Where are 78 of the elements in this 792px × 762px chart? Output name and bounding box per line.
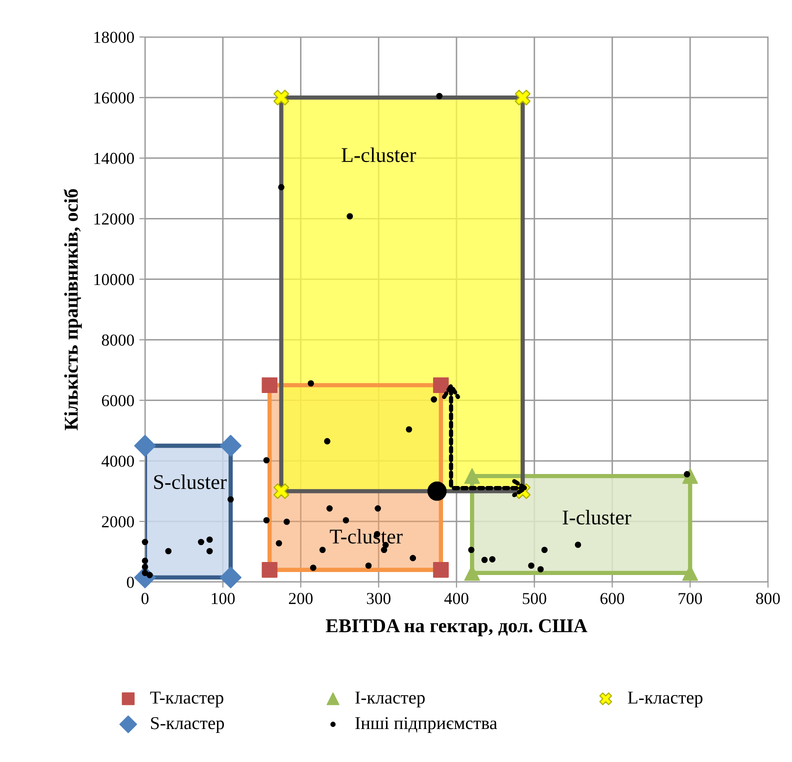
point bbox=[374, 505, 381, 512]
y-tick-label: 16000 bbox=[94, 92, 134, 104]
legend-label: S-кластер bbox=[151, 717, 224, 733]
point bbox=[206, 548, 213, 554]
point bbox=[346, 213, 353, 220]
point bbox=[365, 562, 372, 569]
point bbox=[324, 438, 330, 444]
point bbox=[380, 546, 388, 554]
y-tick-label: 10000 bbox=[94, 274, 134, 286]
point bbox=[284, 518, 290, 525]
y-axis-title: Кількість працівників, осіб bbox=[64, 189, 82, 430]
point bbox=[489, 556, 496, 562]
y-tick-label: 0 bbox=[126, 576, 134, 588]
point bbox=[464, 468, 480, 484]
x-tick-label: 300 bbox=[366, 592, 390, 604]
point bbox=[278, 184, 284, 190]
point bbox=[514, 90, 531, 106]
point bbox=[276, 540, 282, 546]
x-tick-label: 400 bbox=[444, 592, 468, 604]
y-tick-label: 6000 bbox=[102, 395, 134, 406]
point bbox=[262, 377, 278, 394]
point bbox=[142, 558, 148, 564]
x-axis-title: EBITDA на гектар, дол. США bbox=[326, 619, 588, 636]
point bbox=[537, 566, 544, 572]
point bbox=[206, 536, 213, 543]
annotation: S-cluster bbox=[154, 474, 227, 490]
legend-label: T-кластер bbox=[150, 692, 224, 708]
point bbox=[326, 505, 333, 512]
legend-label: Інші підприємства bbox=[355, 717, 498, 733]
point bbox=[481, 556, 488, 564]
point bbox=[310, 564, 316, 571]
point bbox=[433, 562, 449, 578]
y-tick-label: 18000 bbox=[94, 32, 134, 43]
point bbox=[198, 538, 204, 546]
point bbox=[433, 377, 449, 394]
point bbox=[134, 434, 156, 457]
point bbox=[220, 434, 242, 457]
x-tick-label: 800 bbox=[756, 592, 780, 604]
legend-label: L-кластер bbox=[628, 692, 702, 708]
point bbox=[541, 546, 548, 554]
point bbox=[427, 482, 447, 501]
point bbox=[228, 496, 234, 502]
point bbox=[142, 538, 148, 546]
point bbox=[262, 562, 278, 578]
y-tick-label: 8000 bbox=[102, 334, 134, 346]
point bbox=[146, 572, 153, 578]
x-tick-label: 200 bbox=[288, 592, 313, 604]
annotation: I-cluster bbox=[562, 510, 632, 525]
point bbox=[220, 566, 242, 588]
y-tick-label: 2000 bbox=[102, 516, 134, 528]
point bbox=[574, 542, 582, 548]
y-tick-label: 14000 bbox=[94, 152, 134, 164]
y-tick-label: 4000 bbox=[102, 456, 134, 467]
point bbox=[468, 546, 474, 554]
point bbox=[273, 90, 290, 106]
legend-label: I-кластер bbox=[355, 692, 425, 708]
point bbox=[410, 554, 416, 562]
point bbox=[430, 396, 438, 403]
point bbox=[342, 517, 350, 524]
x-tick-label: 0 bbox=[141, 592, 149, 604]
point bbox=[406, 426, 412, 433]
point bbox=[273, 483, 290, 500]
point bbox=[165, 548, 172, 554]
annotation: T-cluster bbox=[330, 528, 403, 544]
x-tick-label: 600 bbox=[600, 592, 624, 604]
y-tick-label: 12000 bbox=[94, 213, 134, 225]
point bbox=[263, 457, 270, 464]
point bbox=[436, 92, 443, 100]
point bbox=[308, 380, 314, 387]
x-tick-label: 100 bbox=[212, 592, 235, 604]
x-tick-label: 700 bbox=[678, 592, 702, 604]
point bbox=[319, 546, 326, 554]
x-tick-label: 500 bbox=[522, 592, 546, 604]
point bbox=[142, 564, 148, 570]
point bbox=[528, 562, 534, 569]
point bbox=[142, 570, 148, 576]
annotation: L-cluster bbox=[342, 147, 416, 162]
point bbox=[263, 517, 270, 524]
